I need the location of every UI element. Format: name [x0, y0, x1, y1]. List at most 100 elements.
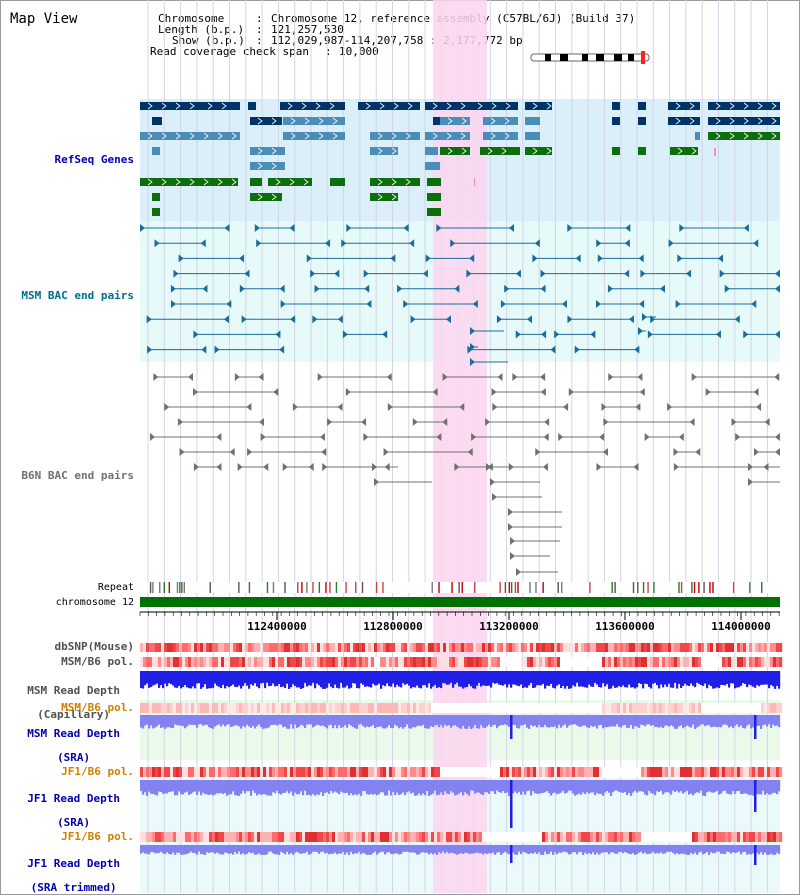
depth-bar	[236, 671, 239, 688]
heat-cell	[299, 657, 303, 667]
bac-end-marker	[442, 418, 448, 426]
depth-bar	[526, 780, 529, 792]
depth-bar	[464, 715, 467, 729]
repeat-element	[535, 582, 537, 593]
heat-cell	[377, 657, 381, 667]
heat-cell	[275, 703, 279, 713]
heat-cell	[215, 643, 219, 652]
heat-cell	[479, 832, 483, 842]
track-label-msm-b6-pol[interactable]: MSM/B6 pol.	[61, 655, 134, 668]
track-label-msm-depth-capillary[interactable]: MSM Read Depth (Capillary)	[0, 673, 134, 721]
bac-end-marker	[516, 568, 521, 576]
depth-bar	[338, 671, 341, 689]
heat-cell	[407, 657, 411, 667]
depth-bar	[474, 845, 477, 854]
depth-bar	[750, 671, 753, 686]
depth-bar	[450, 715, 453, 728]
depth-bar	[766, 845, 769, 855]
heat-cell	[704, 767, 708, 777]
depth-bar	[426, 845, 429, 853]
heat-cell	[362, 832, 366, 842]
track-label-refseq-genes[interactable]: RefSeq Genes	[54, 153, 134, 166]
track-label-msm-depth-sra[interactable]: MSM Read Depth (SRA)	[0, 716, 134, 764]
repeat-element	[238, 582, 240, 593]
heat-cell	[659, 767, 663, 777]
depth-bar	[302, 780, 305, 796]
repeat-element	[312, 582, 314, 593]
heat-cell	[539, 643, 543, 652]
heat-cell	[692, 703, 696, 713]
bac-end-marker	[436, 224, 442, 232]
depth-bar	[410, 780, 413, 794]
depth-bar	[244, 845, 247, 855]
depth-bar	[288, 780, 291, 794]
gene-strand-mark	[432, 102, 438, 110]
depth-bar	[426, 780, 429, 791]
depth-bar	[590, 715, 593, 726]
depth-bar	[730, 715, 733, 727]
depth-bar	[284, 715, 287, 727]
heat-cell	[434, 832, 438, 842]
track-label-msm-bac[interactable]: MSM BAC end pairs	[21, 289, 134, 302]
depth-bar	[572, 671, 575, 686]
heat-cell	[212, 657, 216, 667]
heat-cell	[233, 832, 237, 842]
depth-bar	[318, 671, 321, 686]
depth-bar	[712, 780, 715, 793]
depth-bar	[356, 671, 359, 689]
repeat-element	[474, 582, 476, 593]
depth-bar	[430, 715, 433, 727]
depth-bar	[198, 671, 201, 684]
heat-cell	[680, 643, 684, 652]
heat-cell	[206, 657, 210, 667]
depth-bar	[264, 845, 267, 855]
heat-cell	[380, 832, 384, 842]
heat-cell	[692, 643, 696, 652]
track-label-jf1-depth-trimmed[interactable]: JF1 Read Depth (SRA trimmed)	[0, 846, 134, 894]
bac-end-marker	[590, 330, 596, 339]
heat-cell	[659, 832, 663, 842]
bac-end-marker	[224, 315, 230, 324]
depth-bar	[658, 671, 661, 689]
heat-cell	[707, 643, 711, 652]
depth-bar	[352, 671, 355, 684]
track-label-b6n-bac[interactable]: B6N BAC end pairs	[21, 469, 134, 482]
heat-cell	[464, 767, 468, 777]
depth-bar	[608, 715, 611, 727]
heat-cell	[521, 657, 525, 667]
track-label-jf1-b6-pol[interactable]: JF1/B6 pol.	[61, 765, 134, 778]
depth-bar	[418, 715, 421, 726]
depth-bar	[636, 671, 639, 688]
heat-cell	[593, 657, 597, 667]
depth-bar	[442, 671, 445, 684]
track-label-msm-b6-pol-2[interactable]: MSM/B6 pol.	[61, 701, 134, 714]
depth-bar	[714, 845, 717, 854]
heat-cell	[476, 767, 480, 777]
track-label-jf1-depth-sra[interactable]: JF1 Read Depth (SRA)	[0, 781, 134, 829]
depth-bar	[354, 671, 357, 684]
depth-bar	[552, 671, 555, 688]
heat-cell	[686, 832, 690, 842]
depth-bar	[538, 715, 541, 725]
depth-bar	[326, 715, 329, 729]
heat-cell	[149, 703, 153, 713]
heat-cell	[737, 657, 741, 667]
depth-bar	[244, 671, 247, 684]
heat-cell	[527, 767, 531, 777]
depth-bar	[502, 780, 505, 792]
heat-cell	[350, 703, 354, 713]
depth-bar	[484, 780, 487, 793]
heat-cell	[197, 643, 201, 652]
depth-bar	[164, 845, 167, 855]
depth-bar	[706, 715, 709, 726]
depth-bar	[490, 671, 493, 688]
depth-bar	[682, 780, 685, 794]
heat-cell	[437, 643, 441, 652]
depth-bar	[476, 780, 479, 793]
depth-bar	[270, 780, 273, 796]
heat-cell	[578, 703, 582, 713]
track-label-jf1-b6-pol-2[interactable]: JF1/B6 pol.	[61, 830, 134, 843]
track-label-dbsnp[interactable]: dbSNP(Mouse)	[54, 640, 134, 653]
depth-bar	[752, 671, 755, 687]
depth-bar	[478, 671, 481, 683]
